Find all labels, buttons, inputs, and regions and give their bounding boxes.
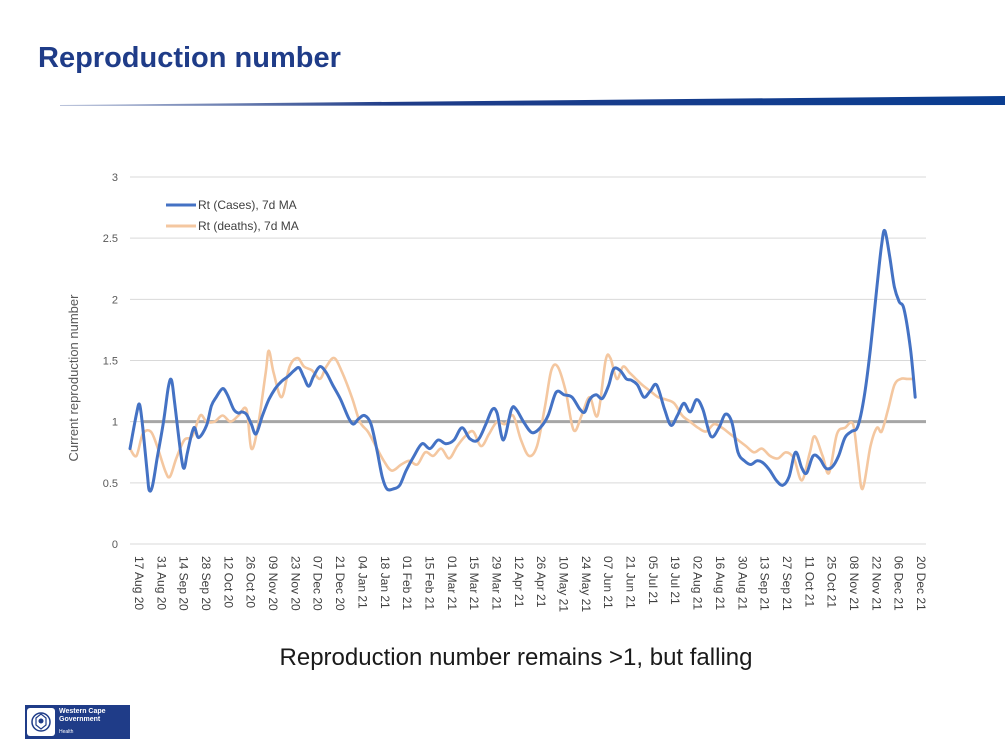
x-tick-label: 05 Jul 21 [646,556,660,605]
x-tick-label: 02 Aug 21 [691,556,705,610]
y-tick-label: 2 [112,294,118,306]
y-tick-label: 1 [112,417,118,429]
x-tick-label: 26 Oct 20 [244,556,258,608]
x-tick-label: 18 Jan 21 [378,556,392,609]
series-line-deaths [128,349,915,491]
x-tick-label: 01 Mar 21 [445,556,459,610]
x-tick-label: 30 Aug 21 [735,556,749,610]
x-tick-label: 01 Feb 21 [400,556,414,610]
x-tick-label: 27 Sep 21 [780,556,794,611]
western-cape-logo: Western Cape Government Health [25,705,130,739]
y-axis-ticks: 0 0.5 1 1.5 2 2.5 3 [103,172,118,551]
x-tick-label: 07 Jun 21 [601,556,615,609]
x-tick-label: 06 Dec 21 [892,556,906,611]
logo-text: Western Cape Government [59,708,129,724]
x-tick-label: 31 Aug 20 [154,556,168,610]
x-axis-ticks: 17 Aug 20 31 Aug 20 14 Sep 20 28 Sep 20 12 O… [132,556,928,612]
rt-line-chart: 0 0.5 1 1.5 2 2.5 3 17 Aug 20 31 Aug 20 14 Sep 2… [66,172,928,612]
y-tick-label: 2.5 [103,233,118,245]
coat-of-arms-icon [27,708,55,736]
x-tick-label: 07 Dec 20 [311,556,325,611]
x-tick-label: 19 Jul 21 [668,556,682,605]
x-tick-label: 12 Oct 20 [221,556,235,608]
x-tick-label: 09 Nov 20 [266,556,280,611]
x-tick-label: 16 Aug 21 [713,556,727,610]
title-divider [60,96,1005,106]
legend-label-cases: Rt (Cases), 7d MA [198,198,297,212]
chart-legend: Rt (Cases), 7d MA Rt (deaths), 7d MA [166,198,299,233]
x-tick-label: 14 Sep 20 [177,556,191,611]
x-tick-label: 21 Dec 20 [333,556,347,611]
legend-label-deaths: Rt (deaths), 7d MA [198,219,299,233]
x-tick-label: 12 Apr 21 [512,556,526,608]
x-tick-label: 26 Apr 21 [534,556,548,608]
x-tick-label: 10 May 21 [557,556,571,612]
slide-caption: Reproduction number remains >1, but fall… [279,644,753,671]
x-tick-label: 11 Oct 21 [802,556,816,607]
y-tick-label: 0 [112,539,118,551]
y-axis-label: Current reproduction number [66,294,81,462]
y-tick-label: 3 [112,172,118,184]
x-tick-label: 17 Aug 20 [132,556,146,610]
x-tick-label: 04 Jan 21 [355,556,369,609]
x-tick-label: 08 Nov 21 [847,556,861,611]
page-title: Reproduction number [38,42,341,74]
x-tick-label: 23 Nov 20 [288,556,302,611]
y-tick-label: 1.5 [103,356,118,368]
series-line-cases [128,228,917,493]
x-tick-label: 25 Oct 21 [825,556,839,608]
x-tick-label: 20 Dec 21 [914,556,928,611]
x-tick-label: 29 Mar 21 [489,556,503,610]
x-tick-label: 15 Mar 21 [467,556,481,610]
x-tick-label: 15 Feb 21 [422,556,436,610]
x-tick-label: 21 Jun 21 [624,556,638,609]
x-tick-label: 22 Nov 21 [869,556,883,611]
chart-grid [130,176,926,545]
x-tick-label: 28 Sep 20 [199,556,213,611]
logo-dept: Health [59,729,74,735]
y-tick-label: 0.5 [103,478,118,490]
logo-line-1: Western Cape [59,708,106,715]
logo-line-2: Government [59,716,101,723]
x-tick-label: 24 May 21 [579,556,593,612]
x-tick-label: 13 Sep 21 [758,556,772,611]
series-lines [128,228,917,493]
